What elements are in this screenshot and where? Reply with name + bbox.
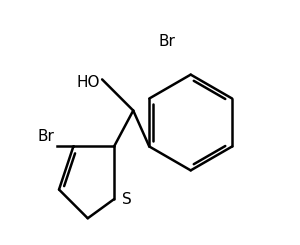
Text: Br: Br [158, 34, 175, 49]
Text: HO: HO [76, 75, 100, 90]
Text: Br: Br [38, 129, 54, 144]
Text: S: S [122, 192, 132, 207]
